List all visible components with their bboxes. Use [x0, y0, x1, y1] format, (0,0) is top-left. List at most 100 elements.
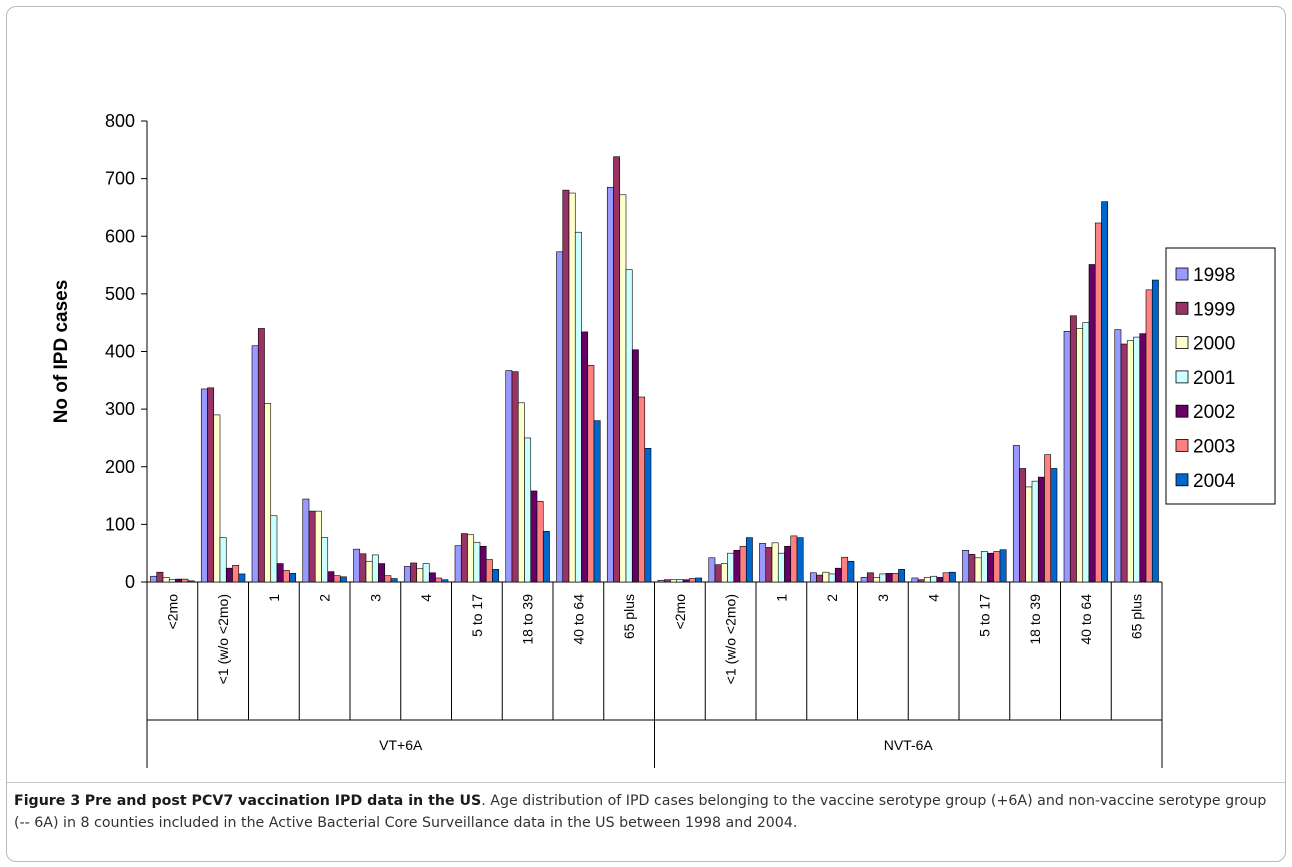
bar-2000 — [213, 414, 221, 583]
bar-1999 — [613, 156, 621, 583]
bar-2004 — [289, 573, 297, 583]
bar-1998 — [657, 579, 665, 583]
bar-2000 — [720, 563, 728, 583]
bar-2002 — [175, 578, 183, 583]
bar-2003 — [384, 575, 392, 583]
bar-2002 — [327, 571, 335, 583]
bar-2004 — [492, 569, 500, 583]
bar-1998 — [403, 566, 411, 583]
bar-2003 — [688, 578, 696, 583]
x-category-label: 40 to 64 — [570, 594, 586, 645]
bar-2003 — [536, 501, 544, 583]
bar-2001 — [371, 554, 379, 583]
bar-1999 — [866, 572, 874, 583]
y-tick-label: 700 — [105, 169, 135, 189]
x-group-label: NVT-6A — [884, 737, 934, 753]
bar-2000 — [416, 568, 424, 583]
bar-1999 — [308, 510, 316, 583]
bar-2000 — [1126, 340, 1134, 583]
bar-1998 — [150, 575, 158, 583]
bar-1998 — [200, 388, 208, 583]
bar-1999 — [562, 189, 570, 583]
legend-swatch — [1175, 301, 1189, 315]
x-category-label: <2mo — [164, 594, 180, 630]
bar-2003 — [587, 365, 595, 583]
legend-label: 1998 — [1193, 265, 1235, 286]
bar-2001 — [1031, 480, 1039, 583]
legend-label: 2000 — [1193, 334, 1235, 355]
caption-label: Figure 3 — [14, 793, 81, 809]
bar-1999 — [1120, 343, 1128, 583]
bar-2004 — [1151, 279, 1159, 583]
figure-caption: Figure 3 Pre and post PCV7 vaccination I… — [14, 790, 1276, 834]
bar-1998 — [1114, 329, 1122, 583]
bar-2002 — [1088, 264, 1096, 583]
bar-2003 — [232, 564, 240, 583]
bar-2004 — [339, 576, 347, 583]
x-group-label: VT+6A — [379, 737, 423, 753]
bar-2003 — [181, 578, 189, 583]
bar-2002 — [885, 573, 893, 583]
legend-swatch — [1175, 404, 1189, 418]
bar-2004 — [948, 571, 956, 583]
bar-1999 — [207, 387, 215, 583]
bar-2001 — [219, 537, 227, 583]
bar-2000 — [517, 402, 525, 583]
bar-1999 — [765, 547, 773, 583]
bar-1998 — [302, 498, 310, 583]
bar-2004 — [542, 530, 550, 583]
bar-1998 — [251, 345, 259, 583]
bar-2002 — [225, 567, 233, 583]
x-category-label: 18 to 39 — [1027, 594, 1043, 645]
y-axis-title: No of IPD cases — [51, 280, 72, 424]
bar-1999 — [511, 371, 519, 583]
bar-2001 — [1133, 336, 1141, 583]
bar-1999 — [410, 562, 418, 583]
bar-2000 — [162, 577, 170, 583]
bar-2004 — [187, 580, 195, 583]
bar-2000 — [365, 560, 373, 583]
bar-1998 — [708, 557, 716, 583]
x-category-label: <1 (w/o <2mo) — [723, 594, 739, 684]
x-category-label: 1 — [266, 594, 282, 602]
bar-1998 — [353, 548, 361, 583]
bar-2003 — [435, 577, 443, 583]
bar-2003 — [739, 545, 747, 583]
bar-2002 — [682, 579, 690, 583]
bar-2004 — [238, 573, 246, 583]
bar-2001 — [828, 573, 836, 583]
x-category-label: 4 — [418, 594, 434, 602]
x-category-label: 5 to 17 — [469, 594, 485, 637]
bar-2000 — [314, 510, 322, 583]
bar-2003 — [638, 396, 646, 583]
bar-1999 — [1019, 468, 1027, 583]
bar-1998 — [860, 577, 868, 583]
bar-1998 — [505, 370, 513, 583]
bar-1998 — [1012, 445, 1020, 583]
bar-2000 — [1025, 486, 1033, 583]
bar-2002 — [479, 545, 487, 583]
bar-2000 — [771, 542, 779, 583]
bar-1999 — [917, 579, 925, 583]
bar-2001 — [524, 437, 532, 583]
y-tick-label: 200 — [105, 457, 135, 477]
bar-2004 — [847, 560, 855, 583]
y-tick-label: 100 — [105, 514, 135, 534]
bar-1999 — [257, 328, 265, 583]
bar-2001 — [625, 269, 633, 583]
y-tick-label: 800 — [105, 111, 135, 131]
bar-2002 — [1037, 476, 1045, 583]
bar-2000 — [568, 192, 576, 583]
bar-2000 — [264, 403, 272, 583]
legend-label: 2002 — [1193, 402, 1235, 423]
bar-2003 — [790, 535, 798, 583]
bar-1998 — [911, 577, 919, 583]
x-category-label: <2mo — [672, 594, 688, 630]
y-tick-label: 500 — [105, 284, 135, 304]
bar-2001 — [473, 541, 481, 583]
legend-label: 2004 — [1193, 471, 1236, 492]
bar-2002 — [276, 563, 284, 583]
bar-2001 — [727, 552, 735, 583]
bar-2002 — [987, 552, 995, 583]
caption-title: Pre and post PCV7 vaccination IPD data i… — [84, 793, 482, 809]
